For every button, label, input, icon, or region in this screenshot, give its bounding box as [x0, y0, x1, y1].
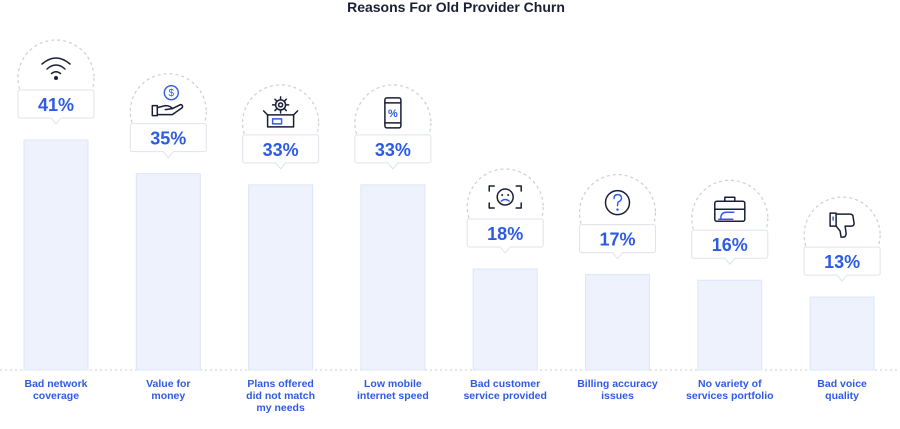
- category-label-1: Bad network coverage: [24, 378, 87, 402]
- bar-4: [360, 184, 426, 371]
- bar-6: [585, 274, 650, 371]
- value-pointer-3: [274, 162, 287, 170]
- value-label-6: 17%: [599, 230, 635, 250]
- question-icon: [604, 189, 631, 216]
- value-label-3: 33%: [263, 140, 299, 160]
- value-pointer-5: [499, 246, 512, 254]
- value-pointer-8: [836, 274, 849, 282]
- value-label-8: 13%: [824, 252, 860, 272]
- category-label-3: Plans offered did not match my needs: [246, 378, 315, 414]
- category-label-7: No variety of services portfolio: [686, 378, 774, 402]
- sad-face-icon: [488, 185, 522, 209]
- gear-box-icon: [262, 96, 299, 128]
- value-pointer-4: [386, 162, 399, 170]
- bar-5: [472, 268, 538, 371]
- category-label-2: Value for money: [146, 378, 190, 402]
- bar-1: [23, 139, 89, 371]
- bar-8: [809, 296, 875, 371]
- chart-title: Reasons For Old Provider Churn: [347, 0, 565, 15]
- bar-2: [135, 173, 201, 371]
- value-label-5: 18%: [487, 224, 523, 244]
- briefcase-icon: [714, 196, 746, 222]
- thumbs-down-icon: [829, 212, 855, 238]
- category-label-6: Billing accuracy issues: [577, 378, 658, 402]
- value-pointer-6: [611, 252, 624, 260]
- svg-text:%: %: [388, 108, 398, 120]
- wifi-icon: [41, 57, 71, 80]
- mobile-percent-icon: %: [384, 97, 402, 129]
- category-label-5: Bad customer service provided: [463, 378, 546, 402]
- category-label-8: Bad voice quality: [817, 378, 867, 402]
- svg-text:$: $: [169, 88, 175, 99]
- category-label-4: Low mobile internet speed: [357, 378, 429, 402]
- bar-3: [248, 184, 314, 371]
- value-label-4: 33%: [375, 140, 411, 160]
- value-pointer-7: [723, 257, 736, 266]
- money-hand-icon: $: [151, 84, 184, 117]
- value-pointer-2: [162, 151, 175, 159]
- value-label-7: 16%: [712, 235, 748, 255]
- value-label-1: 41%: [38, 95, 74, 115]
- value-label-2: 35%: [150, 129, 186, 149]
- bar-7: [697, 279, 763, 371]
- value-pointer-1: [49, 117, 63, 125]
